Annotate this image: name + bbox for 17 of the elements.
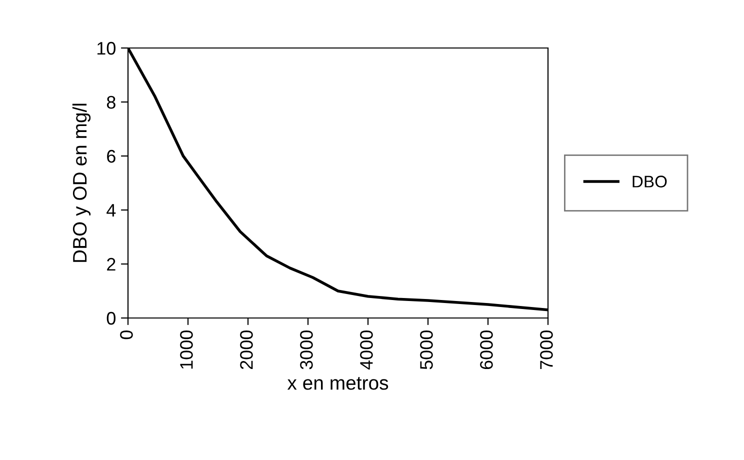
x-axis-title: x en metros (287, 377, 388, 390)
x-tick-label: 1000 (180, 330, 193, 369)
y-tick-label: 8 (106, 96, 116, 109)
y-tick-label: 2 (107, 258, 116, 271)
x-tick-label: 5000 (420, 330, 433, 370)
y-tick-label: 0 (106, 312, 116, 325)
x-tick-label: 7000 (540, 330, 553, 370)
y-axis-title: DBO y OD en mg/l (72, 104, 91, 262)
y-tick-label: 4 (106, 204, 116, 217)
x-tick-label: 6000 (480, 330, 493, 370)
x-tick-label: 4000 (360, 330, 373, 370)
y-tick-label: 6 (107, 150, 116, 163)
x-tick-label: 0 (120, 330, 133, 340)
y-tick-label: 10 (97, 42, 116, 55)
legend-label: DBO (632, 176, 667, 188)
x-tick-label: 3000 (300, 330, 313, 370)
x-tick-label: 2000 (240, 330, 253, 370)
